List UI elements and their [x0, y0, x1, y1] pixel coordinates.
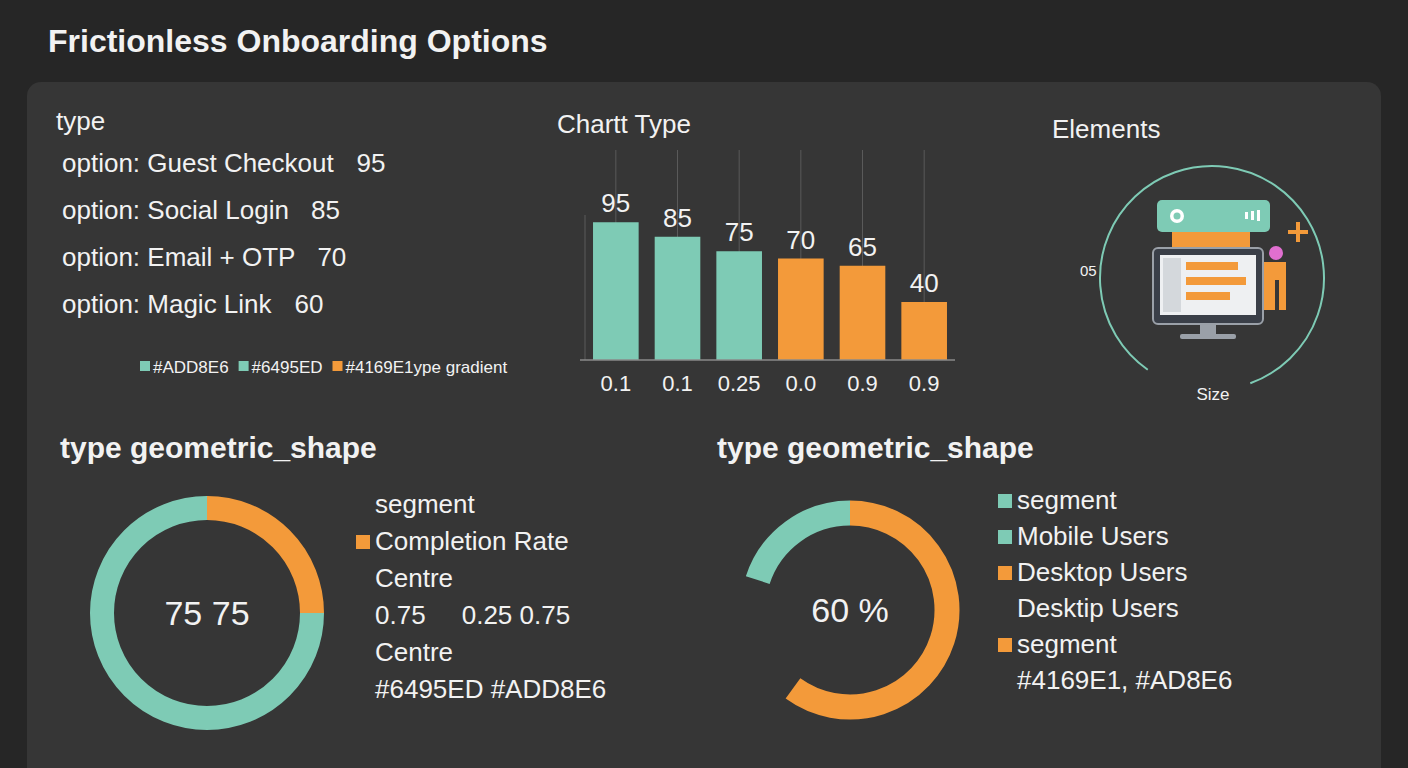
- bar: [901, 302, 947, 360]
- data-label: 85: [663, 203, 692, 233]
- bars: [593, 222, 947, 360]
- panel-heading: type: [56, 106, 105, 136]
- legend-swatch: [998, 530, 1012, 544]
- icon-shape: [1170, 209, 1184, 223]
- data-label: 70: [786, 225, 815, 255]
- y-axis: [585, 215, 586, 360]
- icon-ring: [1100, 166, 1324, 383]
- x-tick-label: 0.1: [662, 371, 693, 396]
- icon-shape: [1163, 258, 1181, 312]
- center-label: 60 %: [811, 591, 889, 629]
- legend-swatch: [998, 494, 1012, 508]
- bar: [655, 237, 701, 360]
- icon-shape: [1174, 213, 1181, 220]
- icon-shape: [1257, 210, 1260, 221]
- legend-swatch: [356, 535, 370, 549]
- data-label: 40: [910, 268, 939, 298]
- donut-segment: [793, 513, 947, 707]
- swatch: [239, 361, 249, 371]
- icon-shape: [1245, 212, 1248, 219]
- page: {"title": "Frictionless Onboarding Optio…: [0, 0, 1408, 768]
- icon-shape: [1153, 248, 1263, 324]
- page-title: Frictionless Onboarding Options: [48, 23, 548, 59]
- option-label: option: Guest Checkout: [62, 148, 334, 178]
- legend-swatch: [998, 566, 1012, 580]
- legend-text: #6495ED #ADD8E6: [375, 674, 606, 704]
- icon-shape: [1180, 334, 1236, 339]
- side-label: 05: [1080, 262, 1097, 279]
- legend-text: segment: [375, 489, 475, 519]
- data-label: 95: [601, 188, 630, 218]
- data-label: 75: [725, 217, 754, 247]
- icon-shape: [1186, 262, 1238, 270]
- icon-shape: [1157, 200, 1270, 232]
- option-value: 95: [356, 148, 385, 178]
- chart-title: type geometric_shape: [717, 431, 1034, 464]
- x-tick-label: 0.9: [847, 371, 878, 396]
- chart-title: type geometric_shape: [60, 431, 377, 464]
- option-label: option: Magic Link: [62, 289, 273, 319]
- legend-text: Desktip Users: [1017, 593, 1179, 623]
- x-tick-label: 0.1: [601, 371, 632, 396]
- option-label: option: Email + OTP: [62, 242, 295, 272]
- baseline: [580, 359, 955, 361]
- bottom-label: Size: [1196, 385, 1229, 404]
- legend-text: Completion Rate: [375, 526, 569, 556]
- bar: [778, 259, 824, 361]
- icon-plus: [1288, 222, 1308, 242]
- x-tick-label: 0.25: [718, 371, 761, 396]
- legend-text: segment: [1017, 629, 1117, 659]
- center-label: 75 75: [164, 594, 249, 632]
- icon-person: [1264, 262, 1286, 310]
- icon-shape: [1200, 324, 1216, 334]
- legend-text: #4169E1, #AD8E6: [1017, 665, 1232, 695]
- legend-text: Centre: [375, 563, 453, 593]
- x-tick-label: 0.0: [786, 371, 817, 396]
- x-tick-label: 0.9: [909, 371, 940, 396]
- legend-text: Centre: [375, 637, 453, 667]
- swatch: [333, 361, 343, 371]
- legend-text: Desktop Users: [1017, 557, 1188, 587]
- bar: [840, 266, 886, 360]
- icon-shape: [1160, 255, 1256, 315]
- option-label: option: Social Login: [62, 195, 289, 225]
- swatch: [140, 361, 150, 371]
- data-label: 65: [848, 232, 877, 262]
- swatch-label: #6495ED: [252, 358, 323, 377]
- panel-title: Elements: [1052, 114, 1160, 144]
- donut-segment: [758, 513, 850, 580]
- chart-title: Chartt Type: [557, 109, 691, 139]
- swatch-label: #ADD8E6: [153, 358, 229, 377]
- option-value: 70: [317, 242, 346, 272]
- icon-shape: [1251, 211, 1254, 220]
- icon-shape: [1186, 292, 1230, 300]
- swatch-label: #4169E1ype gradient: [346, 358, 508, 377]
- panel: [27, 82, 1381, 768]
- legend-text: segment: [1017, 485, 1117, 515]
- icon-shape: [1186, 277, 1246, 285]
- option-value: 60: [295, 289, 324, 319]
- legend-swatch: [998, 638, 1012, 652]
- bar: [716, 251, 762, 360]
- option-value: 85: [311, 195, 340, 225]
- canvas: Frictionless Onboarding Options type optio…: [0, 0, 1408, 768]
- donut-segment: [102, 508, 312, 718]
- icon-person: [1269, 246, 1283, 260]
- legend-text: Mobile Users: [1017, 521, 1169, 551]
- legend-text: 0.75 0.25 0.75: [375, 600, 570, 630]
- bar: [593, 222, 639, 360]
